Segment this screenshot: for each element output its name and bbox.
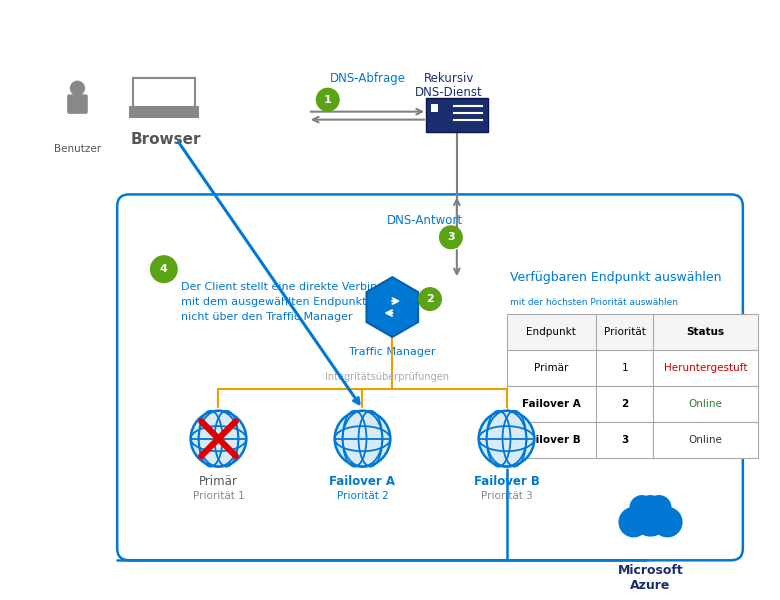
Text: Failover A: Failover A [329,475,395,488]
Text: Primär: Primär [534,363,569,373]
Circle shape [647,495,672,520]
Circle shape [632,499,669,536]
Text: Primär: Primär [199,475,238,488]
Circle shape [335,411,390,467]
FancyBboxPatch shape [431,104,438,112]
Text: Traffic Manager: Traffic Manager [349,347,435,357]
Text: Endpunkt: Endpunkt [526,327,576,337]
Circle shape [629,495,654,520]
Text: Priorität 1: Priorität 1 [193,491,244,500]
Circle shape [440,226,462,248]
Text: nicht über den Traffic Manager: nicht über den Traffic Manager [181,312,353,322]
Text: 1: 1 [324,95,332,104]
Text: Priorität 2: Priorität 2 [337,491,388,500]
Circle shape [317,89,339,110]
FancyBboxPatch shape [133,77,195,109]
Text: Status: Status [686,327,725,337]
Text: Rekursiv: Rekursiv [424,72,474,85]
Circle shape [419,288,441,310]
Text: 2: 2 [621,399,629,409]
Circle shape [619,507,649,538]
Circle shape [658,518,674,535]
FancyBboxPatch shape [506,350,757,386]
Text: Priorität: Priorität [604,327,646,337]
FancyBboxPatch shape [506,386,757,422]
Text: Online: Online [689,399,722,409]
Text: Priorität 3: Priorität 3 [480,491,533,500]
FancyBboxPatch shape [130,107,197,116]
Polygon shape [367,277,418,337]
Text: mit dem ausgewählten Endpunkt her,: mit dem ausgewählten Endpunkt her, [181,297,392,307]
Text: Integritätsüberprüfungen: Integritätsüberprüfungen [325,372,449,382]
Text: Browser: Browser [130,131,201,146]
FancyBboxPatch shape [426,98,488,131]
Text: Microsoft
Azure: Microsoft Azure [618,564,683,592]
Circle shape [151,256,177,282]
Text: Benutzer: Benutzer [54,143,101,154]
Text: Der Client stellt eine direkte Verbindung: Der Client stellt eine direkte Verbindun… [181,282,406,292]
Text: Failover B: Failover B [473,475,540,488]
Text: 2: 2 [426,294,434,304]
Text: Online: Online [689,434,722,445]
FancyBboxPatch shape [67,94,88,114]
Text: DNS-Abfrage: DNS-Abfrage [329,72,406,85]
FancyBboxPatch shape [506,422,757,458]
Text: Verfügbaren Endpunkt auswählen: Verfügbaren Endpunkt auswählen [510,271,722,284]
Text: Failover A: Failover A [522,399,580,409]
Text: 3: 3 [447,232,455,242]
Circle shape [71,82,84,95]
Text: Heruntergestuft: Heruntergestuft [664,363,747,373]
Text: 1: 1 [622,363,628,373]
Text: DNS-Antwort: DNS-Antwort [388,214,463,227]
FancyBboxPatch shape [506,314,757,350]
Text: 3: 3 [621,434,629,445]
Circle shape [652,507,682,538]
Circle shape [479,411,534,467]
Text: Failover B: Failover B [522,434,580,445]
Circle shape [638,495,663,520]
Circle shape [190,411,246,467]
Text: 4: 4 [160,264,168,274]
Text: DNS-Dienst: DNS-Dienst [415,86,483,98]
Text: mit der höchsten Priorität auswählen: mit der höchsten Priorität auswählen [510,298,679,307]
